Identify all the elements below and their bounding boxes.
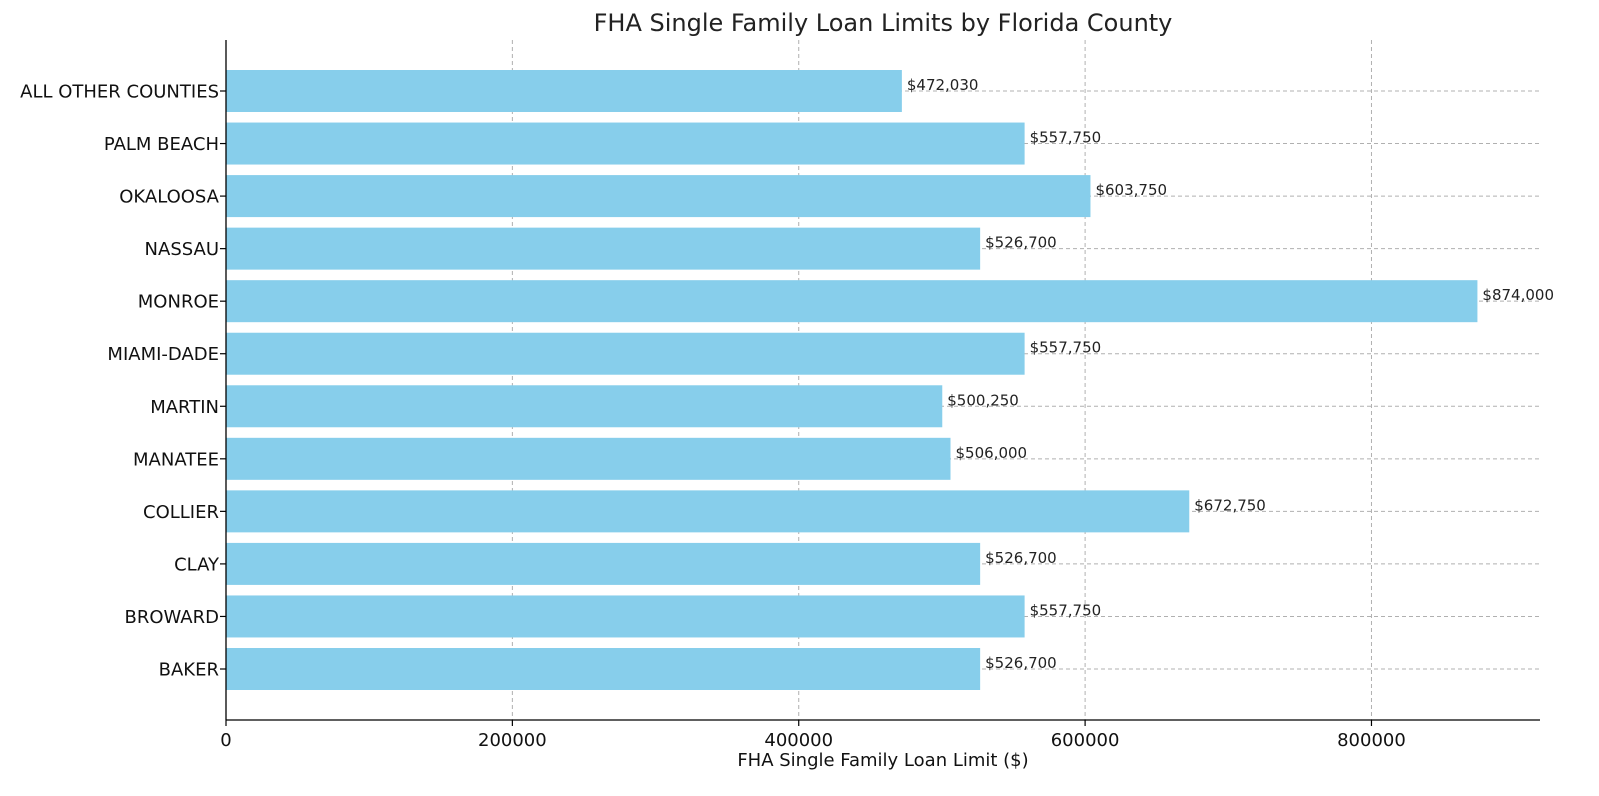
x-tick-labels: 0 200000 400000 600000 800000	[220, 730, 1406, 751]
category-label: COLLIER	[143, 502, 219, 523]
data-labels: $472,030 $557,750 $603,750 $526,700 $874,000…	[907, 76, 1554, 672]
category-labels: ALL OTHER COUNTIES PALM BEACH OKALOOSA NASS…	[20, 82, 220, 681]
bar	[226, 227, 981, 270]
x-tick-label: 800000	[1337, 730, 1406, 751]
bar	[226, 648, 981, 690]
data-label: $472,030	[907, 76, 979, 94]
bar	[226, 542, 981, 585]
category-label: BAKER	[159, 660, 219, 681]
category-label: ALL OTHER COUNTIES	[20, 82, 219, 103]
data-label: $603,750	[1095, 181, 1167, 199]
data-label: $506,000	[956, 444, 1028, 462]
bar	[226, 437, 951, 480]
category-label: MONROE	[138, 292, 219, 313]
category-label: CLAY	[174, 554, 220, 575]
bar	[226, 332, 1025, 375]
bars	[226, 70, 1478, 690]
data-label: $526,700	[985, 549, 1057, 567]
bar	[226, 122, 1025, 165]
x-axis-title: FHA Single Family Loan Limit ($)	[737, 750, 1028, 771]
data-label: $557,750	[1030, 129, 1102, 147]
bar	[226, 70, 902, 112]
bar	[226, 490, 1190, 533]
x-tick-label: 0	[220, 730, 231, 751]
bar	[226, 280, 1478, 323]
data-label: $500,250	[947, 391, 1019, 409]
category-label: MARTIN	[150, 397, 219, 418]
data-label: $526,700	[985, 654, 1057, 672]
x-tick-label: 200000	[478, 730, 547, 751]
category-label: BROWARD	[124, 607, 219, 628]
bar	[226, 175, 1091, 218]
x-tick-label: 600000	[1051, 730, 1120, 751]
data-label: $526,700	[985, 234, 1057, 252]
data-label: $874,000	[1482, 286, 1554, 304]
category-label: OKALOOSA	[119, 187, 219, 208]
data-label: $672,750	[1194, 496, 1266, 514]
category-label: PALM BEACH	[104, 134, 219, 155]
x-tick-label: 400000	[764, 730, 833, 751]
category-label: MIAMI-DADE	[107, 344, 219, 365]
bar	[226, 385, 943, 428]
category-label: MANATEE	[133, 449, 219, 470]
bar	[226, 595, 1025, 638]
data-label: $557,750	[1030, 339, 1102, 357]
axes	[220, 40, 1540, 726]
category-label: NASSAU	[145, 239, 219, 260]
chart-title: FHA Single Family Loan Limits by Florida…	[594, 9, 1173, 37]
data-label: $557,750	[1030, 601, 1102, 619]
